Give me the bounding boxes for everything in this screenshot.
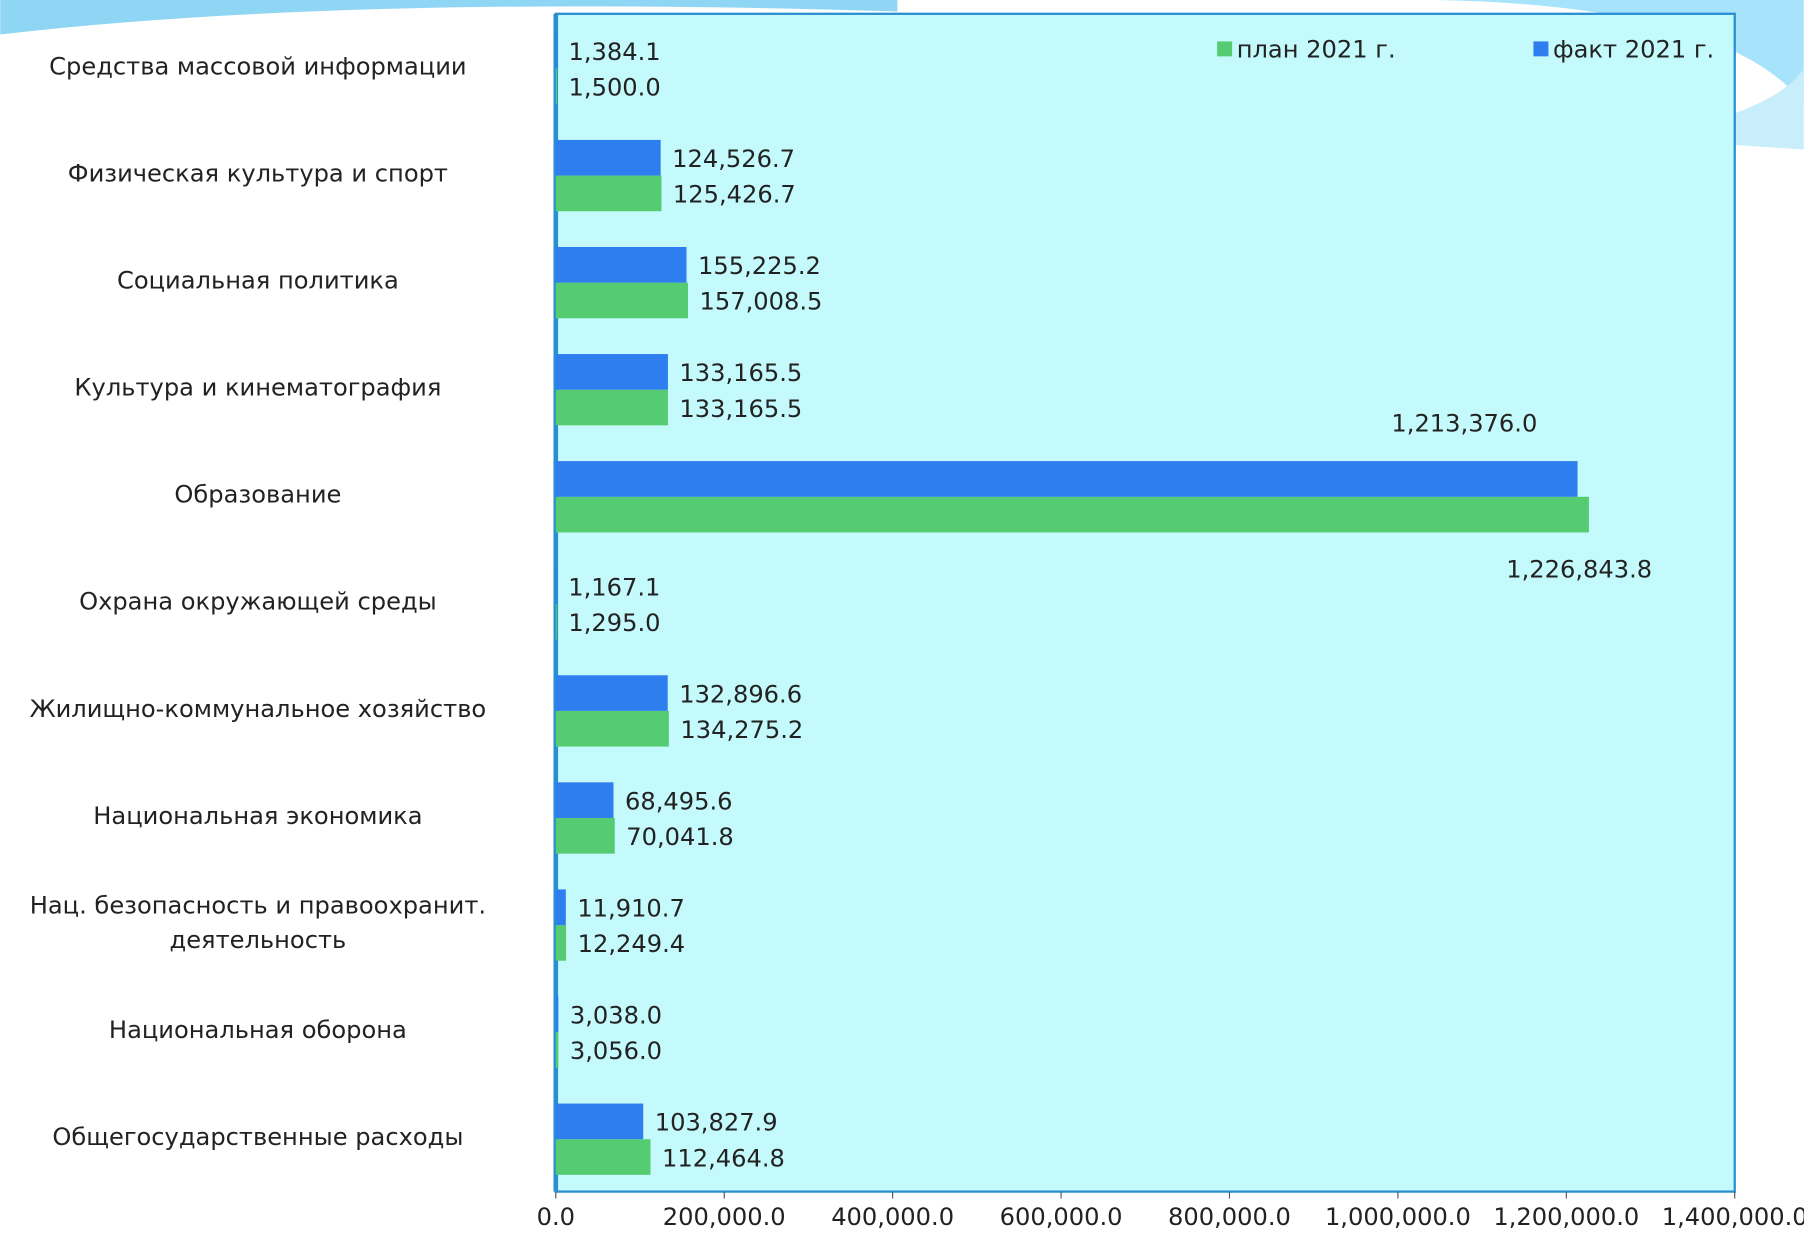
y-tick-label: Нац. безопасность и правоохранит. деятель…: [30, 892, 486, 955]
bar: [555, 710, 669, 747]
x-tick-label: 1,200,000.0: [1493, 1203, 1639, 1231]
bar: [555, 175, 662, 212]
x-tick-label: 400,000.0: [831, 1203, 954, 1231]
data-label: 1,295.0: [568, 609, 660, 637]
plot-area: [554, 12, 1736, 1193]
data-label: 70,041.8: [626, 823, 734, 851]
x-tick-label: 200,000.0: [663, 1203, 786, 1231]
y-tick-label: Средства массовой информации: [49, 52, 466, 80]
y-tick-label: Физическая культура и спорт: [68, 159, 448, 187]
decoration: [0, 0, 898, 35]
data-label: 134,275.2: [680, 716, 803, 744]
legend-label: план 2021 г.: [1237, 36, 1396, 64]
bar: [555, 282, 689, 319]
legend-swatch: [1533, 41, 1549, 57]
data-label: 103,827.9: [655, 1109, 778, 1137]
data-label: 132,896.6: [679, 680, 802, 708]
data-label: 3,056.0: [570, 1037, 662, 1065]
x-tick-label: 0.0: [537, 1203, 575, 1231]
data-label: 1,500.0: [569, 74, 661, 102]
y-tick-label: Образование: [174, 481, 341, 509]
x-tick-label: 800,000.0: [1168, 1203, 1291, 1231]
data-label: 133,165.5: [679, 359, 802, 387]
bar: [555, 461, 1578, 497]
bar: [555, 354, 668, 390]
bar: [555, 1103, 644, 1140]
data-label: 1,167.1: [568, 573, 660, 601]
data-label: 112,464.8: [662, 1144, 785, 1172]
bar: [555, 389, 668, 426]
bar: [555, 817, 615, 854]
bar: [555, 889, 566, 926]
bar: [555, 782, 614, 818]
y-tick-label: Национальная оборона: [109, 1016, 407, 1044]
x-tick-label: 600,000.0: [1000, 1203, 1123, 1231]
bar: [555, 32, 557, 69]
data-label: 3,038.0: [570, 1002, 662, 1030]
x-tick-label: 1,000,000.0: [1325, 1203, 1471, 1231]
y-tick-label: Культура и кинематография: [74, 374, 441, 402]
y-tick-label: Социальная политика: [117, 266, 399, 294]
legend-swatch: [1217, 41, 1233, 57]
data-label: 68,495.6: [625, 787, 733, 815]
data-label: 11,910.7: [577, 895, 685, 923]
bar: [555, 996, 559, 1033]
data-label: 157,008.5: [700, 288, 823, 316]
data-label: 133,165.5: [679, 395, 802, 423]
data-label: 1,384.1: [568, 38, 660, 66]
data-label: 125,426.7: [673, 181, 796, 209]
data-label: 1,213,376.0: [1391, 409, 1537, 437]
bar: [555, 603, 557, 640]
data-label: 124,526.7: [672, 145, 795, 173]
bar: [555, 675, 668, 711]
data-label: 155,225.2: [698, 252, 821, 280]
data-label: 1,226,843.8: [1506, 555, 1652, 583]
y-tick-label: Жилищно-коммунальное хозяйство: [30, 695, 487, 723]
bar: [555, 1032, 559, 1068]
y-tick-label: Общегосударственные расходы: [52, 1123, 463, 1151]
data-label: 12,249.4: [578, 930, 686, 958]
bar: [555, 139, 661, 176]
bar: [555, 1139, 651, 1175]
bar: [555, 496, 1589, 533]
bar: [555, 925, 567, 961]
bar: [555, 568, 557, 604]
legend-label: факт 2021 г.: [1553, 36, 1714, 64]
y-tick-label: Охрана окружающей среды: [79, 588, 437, 616]
decoration: [1633, 69, 1804, 150]
y-tick-label: Национальная экономика: [93, 802, 422, 830]
bar: [555, 68, 558, 105]
x-tick-label: 1,400,000.0: [1662, 1203, 1804, 1231]
bar: [555, 246, 687, 283]
